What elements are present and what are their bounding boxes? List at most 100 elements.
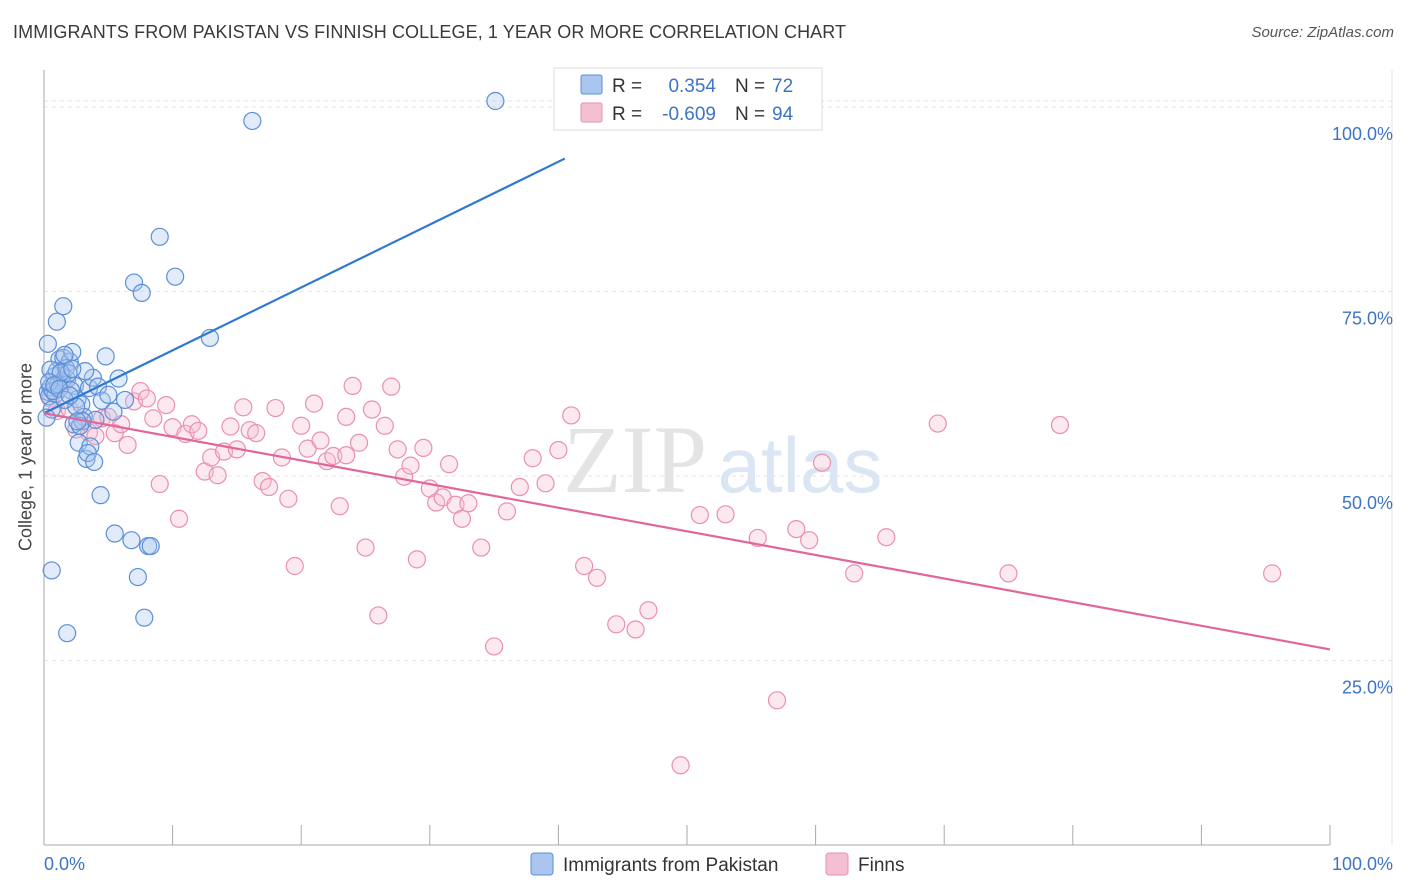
pakistan-point (135, 608, 154, 627)
pakistan-point (58, 624, 77, 643)
finns-point (536, 474, 555, 493)
pakistan-point (104, 402, 123, 421)
pakistan-point (47, 312, 66, 331)
legend-swatch-pakistan (530, 852, 554, 876)
pakistan-point (105, 524, 124, 543)
finns-point (279, 489, 298, 508)
finns-point (337, 407, 356, 427)
finns-point (356, 538, 375, 557)
x-tick-labels: 0.0% 100.0% (44, 854, 1393, 874)
stats-legend-swatch-pink (580, 102, 603, 123)
finns-trend-line (43, 412, 1331, 651)
finns-point (349, 433, 369, 452)
finns-point (343, 376, 362, 396)
y-tick-label-25: 25.0% (1342, 677, 1393, 697)
finns-point (169, 509, 189, 528)
y-tick-label-75: 75.0% (1342, 308, 1393, 328)
pakistan-point (115, 390, 135, 410)
finns-point (549, 441, 568, 460)
finns-point (337, 446, 356, 465)
finns-point (690, 505, 709, 525)
finns-point (150, 474, 169, 494)
x-tick-label-0: 0.0% (44, 854, 85, 874)
finns-point (234, 398, 253, 417)
finns-point (562, 406, 581, 425)
pakistan-point (128, 567, 147, 587)
pakistan-point (166, 267, 185, 286)
stats-n-label-1: N = (735, 76, 765, 97)
finns-points (41, 374, 1282, 775)
finns-point (748, 528, 767, 548)
watermark: ZIP atlas (563, 406, 882, 513)
pakistan-point (42, 561, 61, 580)
finns-point (182, 415, 201, 434)
finns-point (298, 439, 317, 458)
finns-point (118, 435, 137, 455)
pakistan-points (37, 91, 505, 643)
finns-point (221, 417, 240, 436)
pakistan-point (122, 531, 141, 550)
pakistan-point (243, 111, 262, 131)
pakistan-point (141, 536, 160, 556)
finns-point (86, 426, 105, 446)
pakistan-point (132, 283, 151, 303)
finns-point (639, 601, 658, 620)
finns-point (157, 395, 176, 415)
axes (43, 70, 1331, 846)
finns-point (459, 494, 478, 513)
finns-point (131, 381, 150, 401)
finns-point (292, 416, 311, 435)
finns-point (382, 377, 401, 396)
finns-point (375, 416, 394, 435)
pakistan-point (50, 379, 69, 398)
pakistan-point (63, 359, 82, 379)
finns-point (304, 394, 324, 413)
finns-point (311, 431, 330, 450)
finns-point (414, 438, 433, 458)
finns-point (928, 414, 947, 433)
finns-point (607, 615, 626, 634)
legend-swatch-finns (825, 852, 849, 876)
pakistan-point (150, 227, 169, 246)
finns-point (401, 456, 420, 475)
y-tick-label-100: 100.0% (1332, 124, 1393, 144)
pakistan-point (85, 452, 104, 472)
watermark-atlas: atlas (718, 421, 883, 509)
finns-point (575, 556, 594, 576)
finns-point (439, 455, 459, 474)
pakistan-point (91, 486, 110, 505)
stats-n-label-2: N = (735, 104, 765, 125)
finns-point (787, 519, 806, 539)
y-tick-label-50: 50.0% (1342, 493, 1393, 513)
finns-point (812, 453, 832, 472)
pakistan-point (38, 334, 57, 353)
finns-point (767, 691, 787, 710)
finns-point (523, 449, 542, 468)
finns-point (1050, 415, 1070, 435)
finns-point (285, 556, 304, 576)
source-credit: Source: ZipAtlas.com (1251, 24, 1394, 41)
pakistan-point (40, 373, 59, 392)
finns-point (626, 620, 645, 639)
stats-legend: R = 0.354 N = 72 R = -0.609 N = 94 (553, 67, 823, 131)
pakistan-point (486, 91, 505, 111)
finns-point (716, 505, 735, 524)
finns-point (1263, 564, 1282, 583)
finns-point (137, 389, 156, 408)
pakistan-trend-line (43, 157, 566, 415)
stats-r-value-2: -0.609 (662, 104, 716, 125)
stats-legend-swatch-blue (580, 74, 603, 95)
finns-point (362, 400, 382, 419)
finns-point (324, 446, 343, 466)
pakistan-point (54, 297, 73, 316)
finns-point (999, 564, 1018, 583)
x-tick-label-100: 100.0% (1332, 854, 1393, 874)
finns-point (369, 606, 388, 625)
stats-r-label-2: R = (612, 104, 642, 125)
trend-lines (43, 157, 1331, 651)
finns-point (189, 421, 208, 441)
finns-point (388, 440, 407, 459)
finns-point (671, 756, 690, 775)
legend-label-pakistan: Immigrants from Pakistan (563, 855, 778, 876)
